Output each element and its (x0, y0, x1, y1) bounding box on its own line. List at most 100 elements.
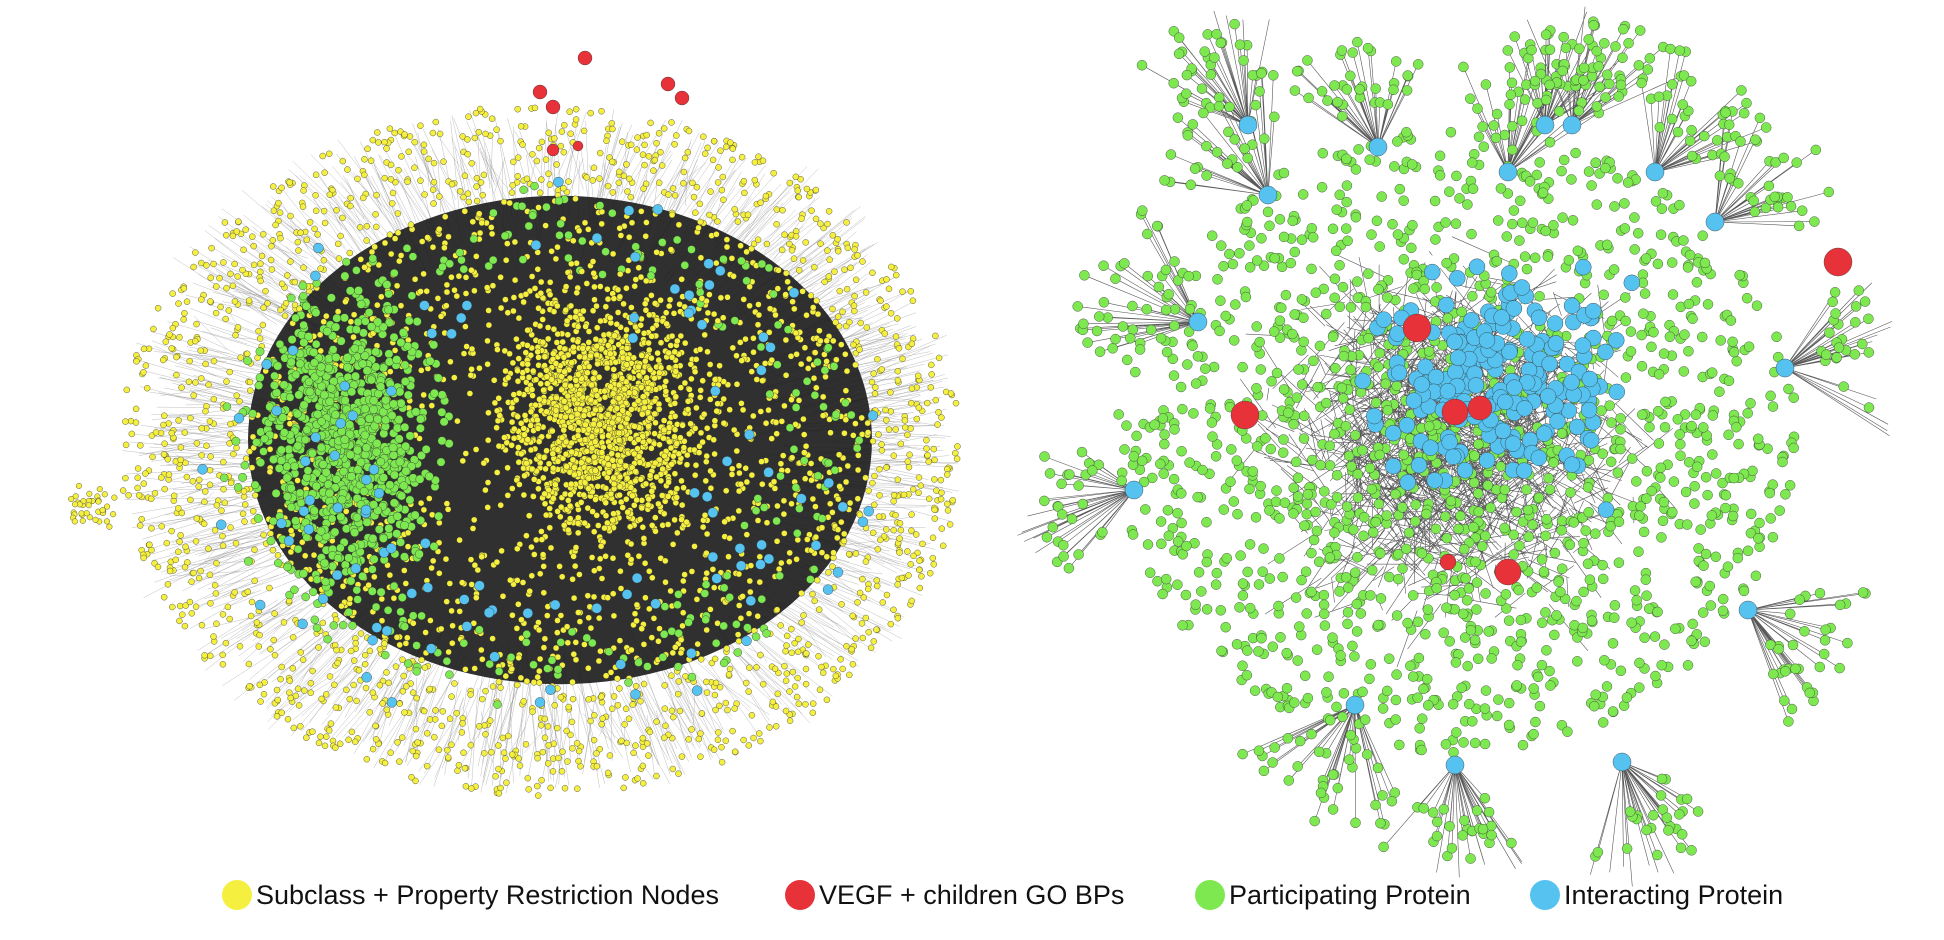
subclass-node (663, 309, 670, 316)
subclass-node (339, 157, 346, 165)
participating-node (518, 255, 528, 264)
subclass-node (614, 675, 621, 682)
subclass-node (895, 345, 903, 352)
subclass-node (930, 445, 937, 453)
subclass-node (616, 293, 624, 300)
subclass-node (280, 619, 288, 626)
subclass-node (894, 377, 902, 384)
subclass-node (122, 418, 129, 425)
participating-node (301, 435, 310, 444)
subclass-node (234, 324, 242, 331)
subclass-node (897, 527, 905, 534)
subclass-node (927, 570, 934, 577)
subclass-node (616, 491, 623, 499)
participating-node (233, 483, 243, 492)
subclass-node (183, 298, 191, 305)
subclass-node (160, 421, 167, 429)
subclass-node (528, 386, 536, 393)
subclass-node (458, 729, 466, 736)
subclass-node (851, 307, 858, 315)
participating-node (433, 373, 443, 383)
subclass-node (245, 660, 253, 668)
subclass-node (572, 313, 579, 321)
subclass-node (693, 404, 700, 412)
subclass-node (576, 364, 583, 371)
subclass-node (651, 156, 658, 164)
subclass-node (538, 528, 545, 535)
subclass-node (558, 128, 566, 135)
subclass-node (609, 125, 616, 133)
subclass-node (477, 179, 485, 186)
subclass-node (856, 589, 864, 597)
subclass-node (667, 342, 674, 349)
subclass-node (605, 342, 612, 349)
subclass-node (482, 130, 489, 138)
participating-node (402, 244, 412, 253)
subclass-node (678, 636, 685, 643)
subclass-node (850, 341, 857, 349)
subclass-node (277, 306, 284, 314)
participating-node (260, 434, 269, 443)
subclass-node (905, 464, 913, 471)
participating-node (528, 211, 537, 220)
subclass-node (874, 356, 881, 363)
subclass-node (639, 411, 646, 418)
subclass-node (656, 625, 663, 632)
subclass-node (890, 527, 897, 534)
subclass-node (540, 589, 547, 596)
subclass-node (391, 129, 398, 137)
subclass-node (510, 294, 518, 301)
subclass-node (746, 577, 753, 585)
subclass-node (823, 696, 831, 703)
subclass-node (820, 669, 827, 676)
participating-node (392, 355, 402, 365)
subclass-node (142, 470, 149, 477)
subclass-node (757, 199, 764, 206)
subclass-node (278, 663, 285, 671)
subclass-node (585, 339, 592, 346)
participating-node (304, 377, 314, 386)
subclass-node (218, 507, 225, 514)
subclass-node (172, 556, 179, 563)
subclass-node (745, 688, 752, 695)
subclass-node (892, 333, 900, 340)
subclass-node (581, 641, 588, 648)
subclass-node (775, 565, 783, 573)
subclass-node (640, 780, 647, 787)
subclass-node (451, 680, 458, 687)
subclass-node (356, 224, 364, 231)
subclass-node (692, 472, 699, 479)
subclass-node (213, 560, 220, 567)
subclass-node (430, 200, 437, 207)
subclass-node (396, 758, 403, 765)
subclass-node (706, 211, 713, 219)
subclass-node (177, 532, 184, 539)
subclass-node (508, 418, 516, 426)
subclass-node (471, 665, 478, 672)
subclass-node (699, 523, 707, 531)
subclass-node (659, 465, 666, 473)
subclass-node (671, 141, 678, 148)
participating-node (405, 431, 415, 441)
subclass-node (343, 686, 350, 694)
subclass-node (737, 339, 744, 346)
subclass-node (246, 448, 253, 455)
subclass-node (366, 647, 374, 655)
subclass-node (256, 631, 263, 639)
subclass-node (878, 447, 886, 454)
subclass-node (714, 179, 722, 186)
subclass-node (346, 249, 353, 257)
subclass-node (413, 694, 420, 702)
participating-node (398, 328, 408, 337)
subclass-node (904, 458, 911, 465)
subclass-node (701, 512, 709, 519)
subclass-node (629, 701, 636, 708)
subclass-node (594, 483, 601, 490)
subclass-node (622, 705, 630, 712)
participating-node (389, 450, 399, 460)
subclass-node (704, 309, 712, 317)
subclass-node (782, 372, 790, 379)
subclass-node (792, 233, 800, 240)
subclass-node (637, 322, 644, 329)
participating-node (489, 208, 498, 218)
